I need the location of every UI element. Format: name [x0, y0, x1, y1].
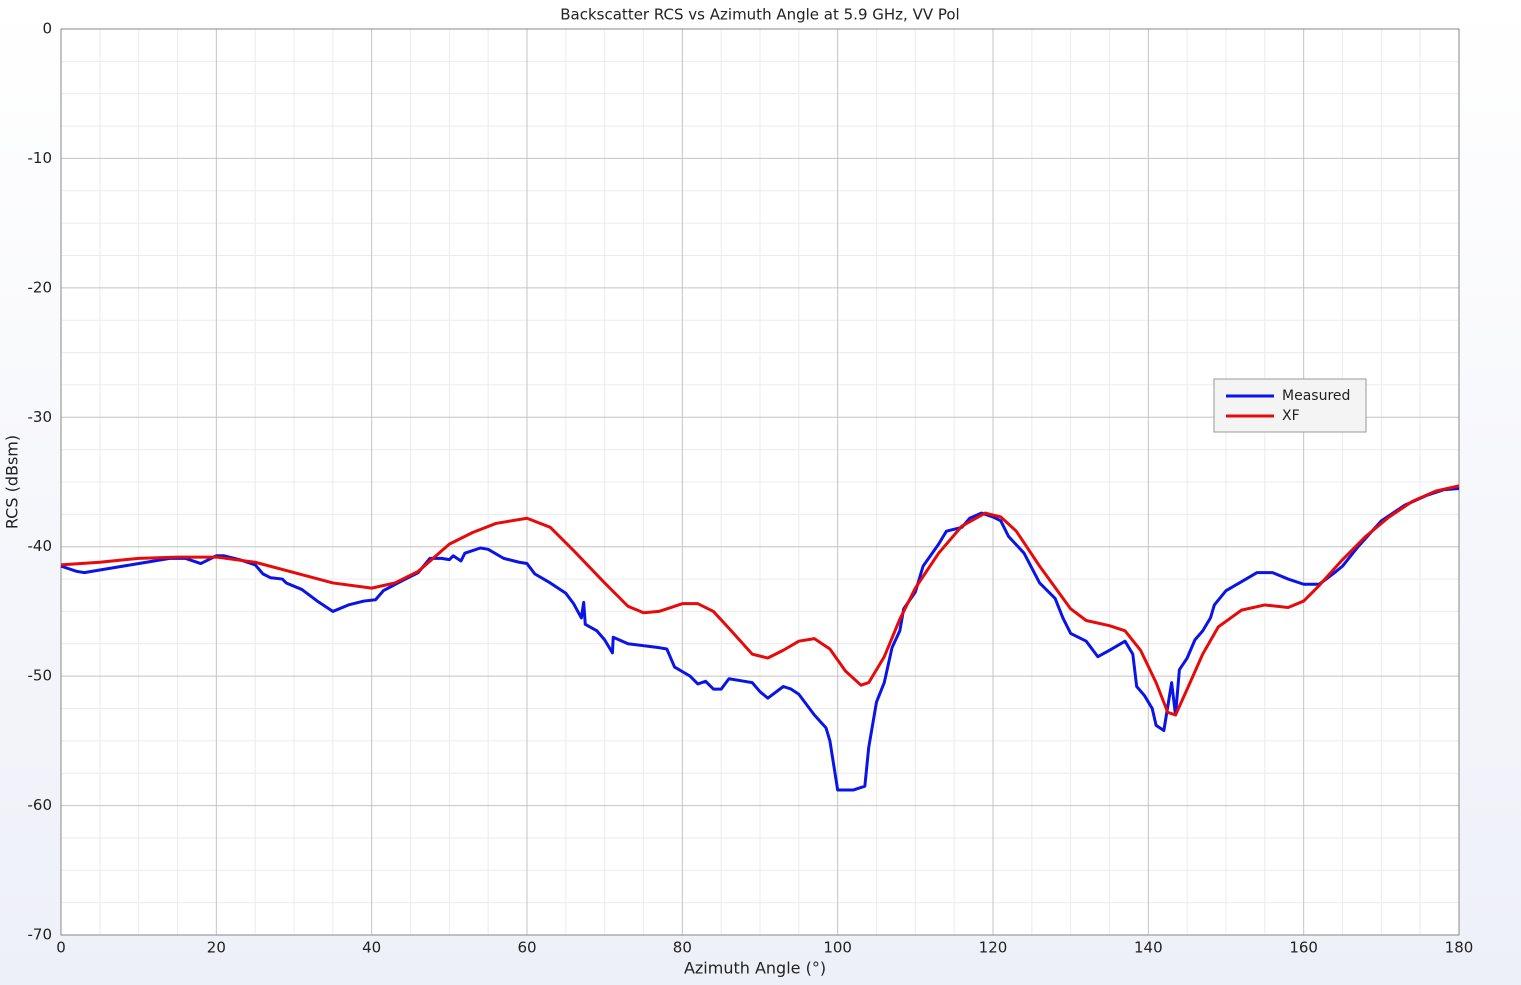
legend-label: XF: [1282, 408, 1300, 424]
x-tick-label: 180: [1445, 939, 1474, 957]
legend-box: [1213, 378, 1367, 433]
plot-border: [60, 28, 1460, 936]
series-line: [60, 484, 1460, 717]
legend-label: Measured: [1282, 388, 1350, 404]
y-tick-label: -40: [28, 537, 53, 555]
x-tick-label: 0: [56, 939, 66, 957]
y-axis-label: RCS (dBsm): [3, 435, 22, 529]
y-tick-label: -50: [28, 667, 53, 685]
x-tick-label: 80: [673, 939, 692, 957]
x-tick-label: 160: [1289, 939, 1318, 957]
x-tick-label: 100: [823, 939, 852, 957]
x-axis-label: Azimuth Angle (°): [684, 959, 826, 978]
x-tick-label: 40: [362, 939, 381, 957]
series-line: [60, 486, 1460, 792]
chart-title: Backscatter RCS vs Azimuth Angle at 5.9 …: [560, 6, 959, 24]
y-tick-label: -70: [28, 926, 53, 944]
y-tick-label: 0: [42, 20, 52, 38]
x-tick-label: 60: [517, 939, 536, 957]
legend: Measured XF: [1213, 378, 1367, 433]
y-tick-label: -60: [28, 796, 53, 814]
x-tick-label: 140: [1134, 939, 1163, 957]
x-tick-label: 20: [207, 939, 226, 957]
y-tick-label: -20: [28, 278, 53, 296]
x-tick-label: 120: [979, 939, 1008, 957]
y-tick-label: -30: [28, 408, 53, 426]
y-tick-label: -10: [28, 149, 53, 167]
